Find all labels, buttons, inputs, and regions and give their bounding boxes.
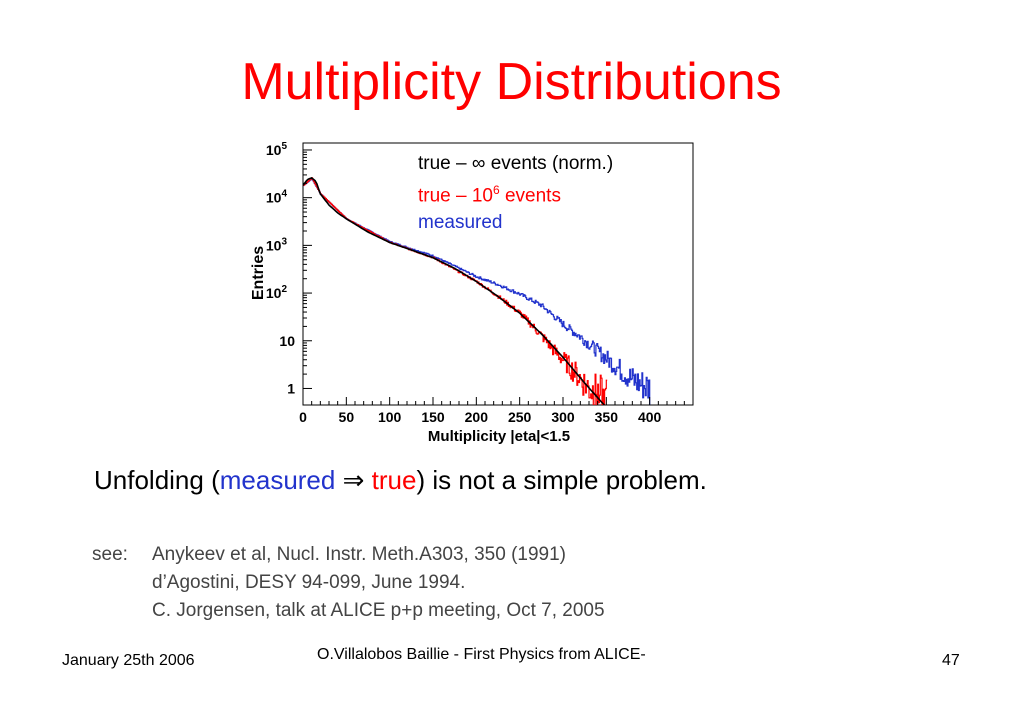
- plot-frame: [302, 142, 694, 406]
- statement-prefix: Unfolding (: [94, 465, 220, 495]
- chart-legend: true – ∞ events (norm.) true – 106 event…: [418, 150, 613, 236]
- unfolding-statement: Unfolding (measured ⇒ true) is not a sim…: [94, 463, 707, 497]
- legend-true-1e6-exp: 6: [493, 183, 500, 197]
- tick-layer: 0 50 100 150 200 250 300 350 400 1 10 102 103 104 105: [266, 141, 685, 425]
- x-tick-label: 50: [339, 409, 355, 425]
- y-tick-label: 104: [266, 189, 288, 206]
- footer-center: O.Villalobos Baillie - First Physics fro…: [317, 646, 646, 663]
- x-tick-label: 0: [299, 409, 307, 425]
- legend-true-1e6-base: true – 10: [418, 185, 493, 207]
- statement-true: true: [371, 465, 417, 495]
- x-tick-label: 100: [378, 409, 402, 425]
- statement-arrow: ⇒: [342, 465, 365, 495]
- x-tick-label: 350: [595, 409, 619, 425]
- legend-true-1e6-tail: events: [499, 185, 561, 207]
- references-see-label: see:: [92, 544, 128, 565]
- series-true-inf: [303, 177, 606, 405]
- legend-true-inf: true – ∞ events (norm.): [418, 153, 614, 174]
- footer-date: January 25th 2006: [62, 652, 195, 669]
- plot-border: [302, 142, 694, 406]
- x-axis-label: Multiplicity |eta|<1.5: [428, 428, 570, 445]
- y-tick-label: 10: [279, 333, 295, 349]
- y-tick-label: 102: [266, 284, 288, 301]
- x-tick-label: 250: [508, 409, 532, 425]
- y-tick-label: 103: [266, 236, 288, 253]
- reference-line: C. Jorgensen, talk at ALICE p+p meeting,…: [152, 600, 605, 621]
- y-axis-label: Entries: [250, 246, 267, 300]
- x-tick-label: 200: [465, 409, 489, 425]
- x-tick-label: 400: [638, 409, 662, 425]
- legend-true-1e6: true – 106 events: [418, 177, 613, 209]
- x-tick-label: 300: [551, 409, 575, 425]
- legend-measured: measured: [418, 212, 503, 234]
- y-tick-label: 1: [287, 380, 295, 396]
- reference-line: Anykeev et al, Nucl. Instr. Meth.A303, 3…: [152, 544, 567, 565]
- footer-page-number: 47: [942, 652, 960, 669]
- series-layer: [303, 177, 651, 405]
- statement-measured: measured: [219, 465, 336, 495]
- statement-suffix: ) is not a simple problem.: [416, 465, 707, 495]
- multiplicity-chart: 0 50 100 150 200 250 300 350 400110102103104105 …: [250, 141, 694, 445]
- slide-title: Multiplicity Distributions: [241, 53, 782, 111]
- x-tick-label: 150: [421, 409, 445, 425]
- y-tick-label: 105: [266, 141, 288, 158]
- reference-line: d’Agostini, DESY 94-099, June 1994.: [152, 572, 466, 593]
